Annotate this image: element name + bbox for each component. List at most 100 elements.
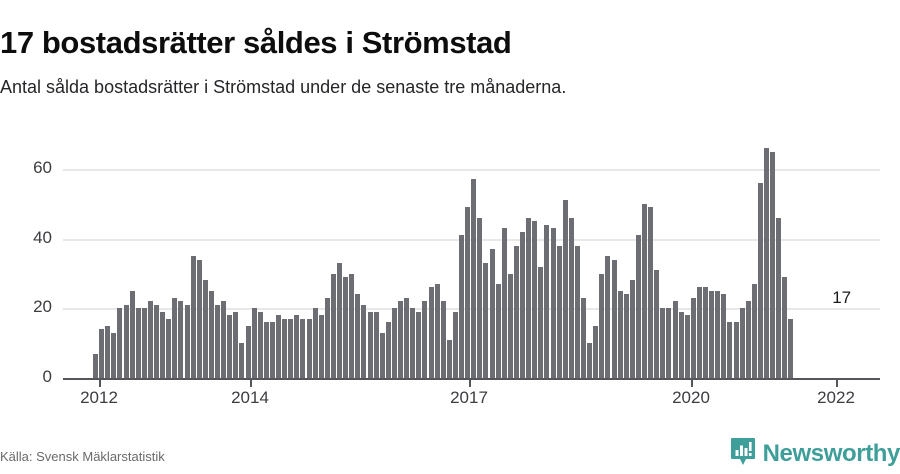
bar[interactable] (513, 245, 519, 378)
bar[interactable] (727, 322, 733, 378)
bar[interactable] (245, 325, 251, 378)
bar[interactable] (465, 207, 471, 378)
bar[interactable] (239, 343, 245, 378)
bar[interactable] (349, 273, 355, 378)
bar[interactable] (459, 235, 464, 378)
bar[interactable] (739, 308, 745, 378)
bar[interactable] (721, 294, 727, 378)
bar[interactable] (507, 273, 513, 378)
bar[interactable] (788, 318, 794, 378)
bar[interactable] (715, 290, 721, 378)
bar[interactable] (422, 301, 428, 378)
bar[interactable] (666, 308, 672, 378)
bar[interactable] (105, 325, 111, 378)
bar[interactable] (556, 245, 562, 378)
bar[interactable] (660, 308, 666, 378)
bar[interactable] (629, 280, 635, 378)
bar[interactable] (520, 231, 525, 378)
bar[interactable] (690, 297, 696, 378)
bar[interactable] (306, 318, 312, 378)
bar[interactable] (440, 301, 446, 378)
bar[interactable] (343, 276, 349, 378)
bar[interactable] (642, 203, 647, 378)
bar[interactable] (221, 301, 227, 378)
bar[interactable] (477, 217, 483, 378)
bar[interactable] (111, 332, 117, 378)
bar[interactable] (324, 297, 330, 378)
bar[interactable] (501, 228, 507, 378)
bar[interactable] (282, 318, 288, 378)
bar[interactable] (178, 301, 184, 378)
bar[interactable] (251, 308, 257, 378)
bar[interactable] (154, 304, 159, 378)
bar[interactable] (611, 259, 617, 378)
bar[interactable] (318, 315, 324, 378)
bar[interactable] (337, 263, 342, 378)
bar[interactable] (709, 290, 715, 378)
bar[interactable] (373, 311, 379, 378)
bar[interactable] (495, 283, 501, 378)
bar[interactable] (190, 256, 196, 378)
bar[interactable] (648, 207, 654, 378)
bar[interactable] (757, 182, 763, 378)
bar[interactable] (160, 311, 166, 378)
bar[interactable] (538, 266, 544, 378)
bar[interactable] (471, 179, 477, 378)
bar[interactable] (684, 315, 690, 378)
bar[interactable] (294, 315, 300, 378)
bar[interactable] (355, 294, 361, 378)
bar[interactable] (129, 290, 135, 378)
bar[interactable] (385, 322, 391, 378)
bar[interactable] (269, 322, 275, 378)
bar[interactable] (391, 308, 397, 378)
bar[interactable] (93, 353, 98, 378)
bar[interactable] (672, 301, 678, 378)
bar[interactable] (379, 332, 385, 378)
bar[interactable] (568, 217, 574, 378)
bar[interactable] (257, 311, 263, 378)
bar[interactable] (123, 304, 129, 378)
bar[interactable] (562, 200, 568, 378)
bar[interactable] (117, 308, 123, 378)
bar[interactable] (550, 228, 556, 378)
bar[interactable] (617, 290, 623, 378)
bar[interactable] (764, 148, 769, 378)
bar[interactable] (623, 294, 629, 378)
bar[interactable] (703, 287, 708, 378)
bar[interactable] (434, 283, 440, 378)
bar[interactable] (593, 325, 599, 378)
bar[interactable] (367, 311, 373, 378)
bar[interactable] (678, 311, 684, 378)
bar[interactable] (733, 322, 739, 378)
bar[interactable] (208, 290, 214, 378)
bar[interactable] (215, 304, 220, 378)
bar[interactable] (532, 221, 538, 378)
bar[interactable] (288, 318, 294, 378)
bar[interactable] (166, 318, 172, 378)
bar[interactable] (654, 270, 660, 378)
bar[interactable] (574, 245, 580, 378)
bar[interactable] (312, 308, 318, 378)
bar[interactable] (276, 315, 281, 378)
bar[interactable] (147, 301, 153, 378)
bar[interactable] (483, 263, 489, 378)
bar[interactable] (410, 308, 416, 378)
bar[interactable] (184, 304, 190, 378)
bar[interactable] (782, 276, 788, 378)
bar[interactable] (544, 224, 550, 378)
bar[interactable] (751, 283, 757, 378)
bar[interactable] (489, 249, 495, 378)
bar[interactable] (196, 259, 202, 378)
bar[interactable] (526, 217, 532, 378)
bar[interactable] (581, 297, 586, 378)
bar[interactable] (330, 273, 336, 378)
bar[interactable] (233, 311, 239, 378)
bar[interactable] (776, 217, 782, 378)
bar[interactable] (635, 235, 641, 378)
bar[interactable] (605, 256, 611, 378)
bar[interactable] (404, 297, 410, 378)
bar[interactable] (141, 308, 147, 378)
bar[interactable] (446, 339, 452, 378)
bar[interactable] (770, 151, 776, 378)
bar[interactable] (227, 315, 233, 378)
